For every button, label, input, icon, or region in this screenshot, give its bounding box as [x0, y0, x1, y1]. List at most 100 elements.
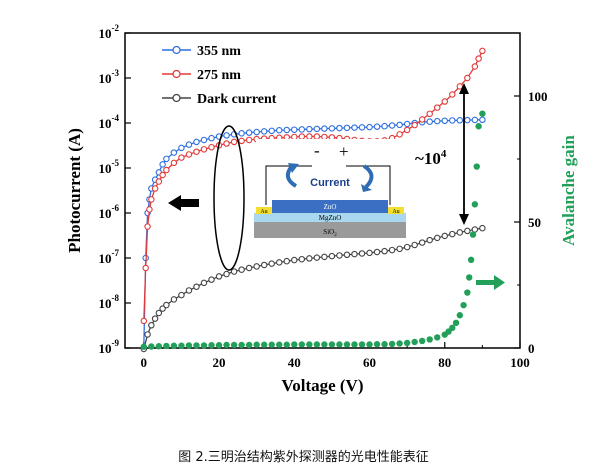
- x-tick-label: 60: [363, 355, 376, 370]
- data-point: [260, 261, 268, 269]
- data-point: [343, 124, 351, 132]
- data-point: [473, 163, 480, 170]
- legend-label: Dark current: [197, 92, 277, 107]
- data-point: [449, 230, 456, 238]
- data-point: [268, 260, 275, 267]
- data-point: [155, 178, 163, 185]
- data-point: [433, 104, 441, 111]
- data-point: [456, 229, 464, 236]
- data-point: [358, 250, 366, 257]
- x-tick-label: 40: [288, 355, 301, 370]
- data-point: [291, 256, 298, 264]
- data-point: [306, 341, 313, 348]
- data-point: [373, 341, 381, 348]
- data-point: [388, 340, 396, 348]
- data-point: [268, 341, 275, 348]
- data-point: [163, 342, 170, 350]
- data-point: [155, 309, 163, 317]
- data-point: [148, 196, 155, 203]
- electrode-right-label: Au: [392, 209, 399, 215]
- data-point: [343, 341, 351, 348]
- legend-label: 275 nm: [197, 68, 241, 83]
- data-point: [328, 125, 336, 132]
- y-left-tick-label: 10-3: [99, 68, 120, 86]
- data-point: [185, 287, 193, 294]
- layer-sio2: [254, 222, 406, 238]
- data-point: [306, 125, 313, 133]
- data-point: [351, 341, 358, 348]
- data-point: [396, 340, 403, 347]
- data-point: [298, 133, 306, 140]
- data-point: [151, 185, 159, 192]
- y-left-axis-label: Photocurrent (A): [65, 128, 84, 253]
- data-point: [464, 227, 471, 235]
- layer-sio2-label: SiO2: [323, 228, 337, 238]
- data-point: [260, 128, 268, 135]
- legend-marker: [172, 45, 181, 55]
- y-left-tick-label: 10-2: [99, 23, 120, 41]
- data-point: [208, 342, 215, 349]
- data-point: [193, 342, 200, 349]
- y-left-tick-label: 10-5: [99, 158, 120, 176]
- data-point: [140, 343, 148, 350]
- legend-marker: [172, 69, 181, 79]
- inset-wire-right: [346, 165, 391, 205]
- data-point: [238, 341, 245, 349]
- data-point: [253, 128, 260, 136]
- legend-label: 355 nm: [197, 44, 241, 59]
- data-point: [426, 110, 433, 118]
- x-tick-label: 20: [213, 355, 226, 370]
- data-point: [215, 342, 223, 349]
- data-point: [388, 246, 396, 254]
- y-right-axis-label: Avalanche gain: [559, 135, 578, 246]
- data-point: [238, 266, 245, 273]
- data-point: [276, 341, 283, 348]
- data-point: [144, 223, 151, 230]
- y-left-tick-label: 10-4: [99, 113, 120, 131]
- data-point: [291, 341, 298, 348]
- y-right-tick-label: 50: [528, 215, 541, 230]
- y-left-tick-label: 10-7: [99, 248, 120, 266]
- data-point: [148, 322, 155, 329]
- series-dark-current: [140, 224, 486, 353]
- data-point: [170, 159, 178, 167]
- data-point: [403, 126, 411, 134]
- data-point: [208, 143, 215, 151]
- data-point: [434, 334, 441, 341]
- data-point: [426, 236, 433, 244]
- legend-marker: [172, 93, 181, 103]
- data-point: [291, 126, 298, 133]
- data-point: [253, 341, 260, 348]
- data-point: [185, 141, 193, 148]
- inset-minus-sign: -: [314, 141, 320, 160]
- y-left-tick-label: 10-6: [99, 203, 120, 221]
- data-point: [275, 127, 283, 134]
- data-point: [336, 341, 343, 348]
- data-point: [185, 151, 193, 158]
- data-point: [223, 341, 230, 349]
- data-point: [313, 133, 321, 140]
- data-point: [449, 324, 456, 332]
- series-line: [143, 50, 483, 321]
- series-group-ellipse: [213, 125, 245, 271]
- data-point: [471, 201, 479, 208]
- data-point: [351, 250, 358, 258]
- data-point: [306, 255, 313, 262]
- data-point: [418, 337, 426, 345]
- data-point: [464, 74, 471, 82]
- data-point: [456, 117, 464, 124]
- data-point: [466, 274, 473, 281]
- data-point: [411, 121, 418, 129]
- data-point: [328, 341, 336, 348]
- ratio-annotation: ~104: [415, 148, 447, 168]
- data-point: [475, 123, 482, 130]
- ratio-exponent: 4: [441, 148, 447, 160]
- device-inset: - + Current SiO2 MgZnO ZnO Au Au: [254, 139, 406, 242]
- data-point: [321, 253, 328, 261]
- data-point: [298, 341, 306, 348]
- data-point: [449, 91, 456, 98]
- data-point: [230, 138, 238, 146]
- data-point: [230, 341, 238, 349]
- left-axis-arrow-icon: [168, 195, 199, 211]
